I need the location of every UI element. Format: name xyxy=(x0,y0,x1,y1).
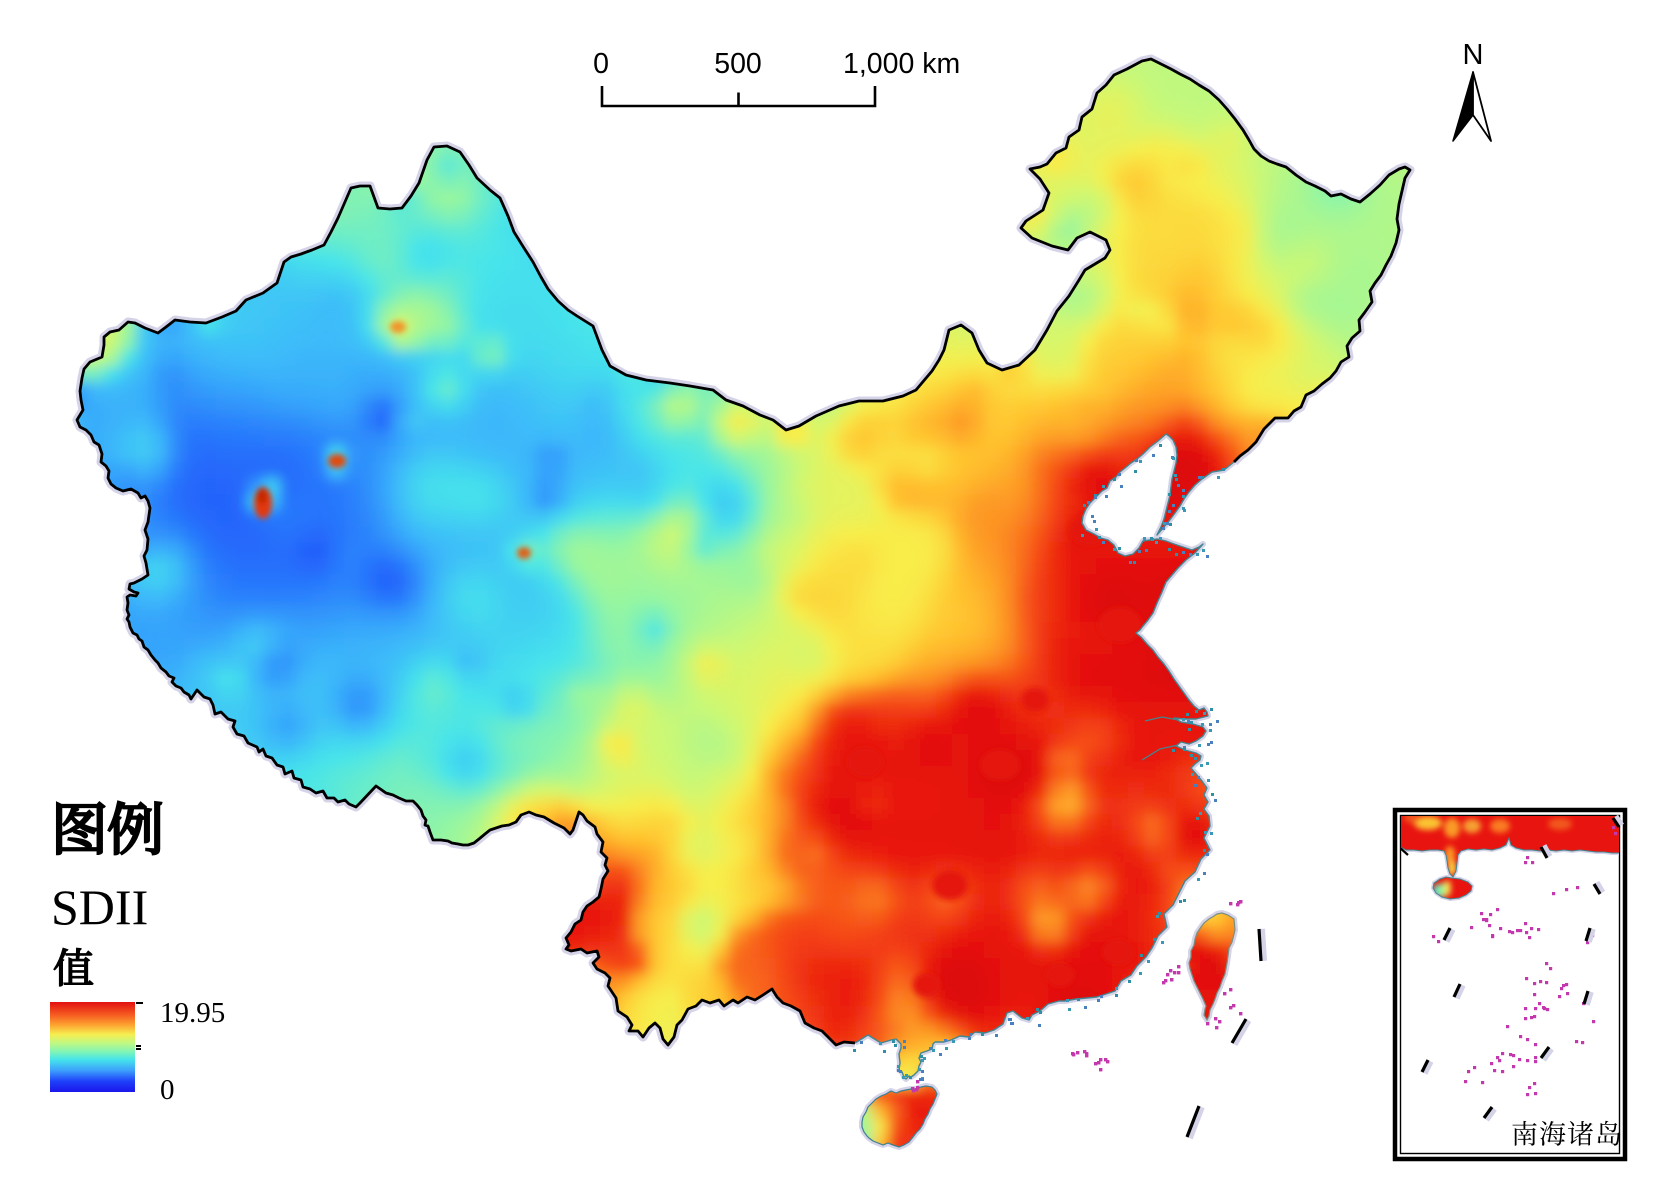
svg-text:N: N xyxy=(1463,39,1484,71)
svg-text:0: 0 xyxy=(160,1074,175,1106)
svg-text:1,000 km: 1,000 km xyxy=(843,48,960,80)
svg-text:SDII: SDII xyxy=(51,879,148,935)
svg-text:500: 500 xyxy=(714,48,762,80)
svg-text:0: 0 xyxy=(593,48,609,80)
svg-text:19.95: 19.95 xyxy=(160,997,225,1029)
